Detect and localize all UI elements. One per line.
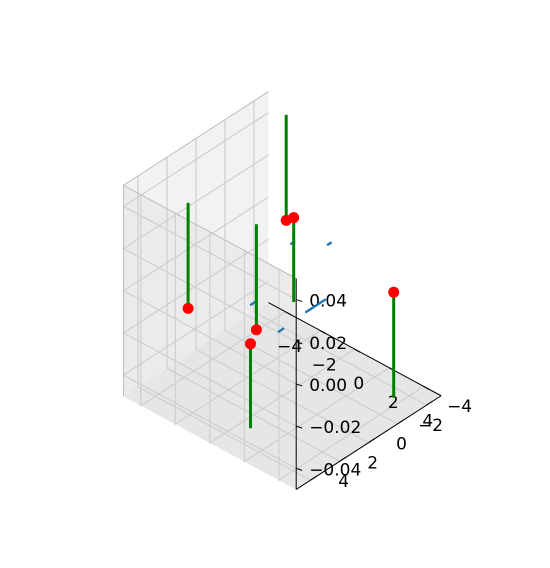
gridline-x xyxy=(140,194,287,407)
gridline-y xyxy=(195,138,369,444)
axis-lines xyxy=(122,91,442,490)
gridline-x xyxy=(209,231,356,445)
x-tick-label: −4 xyxy=(277,337,302,357)
y-tick-label: 2 xyxy=(367,453,378,473)
y-tick xyxy=(426,400,433,406)
gridline-x xyxy=(278,269,425,482)
data-point xyxy=(280,214,292,226)
z-tick-label: 0.02 xyxy=(309,334,347,354)
y-tick-label: −4 xyxy=(447,397,472,417)
gridline-y xyxy=(253,100,427,406)
gridline-x xyxy=(174,213,321,426)
z-tick xyxy=(296,467,303,471)
tangent-segment xyxy=(304,298,327,314)
tangent-segment xyxy=(249,300,257,306)
x-tick-label: 4 xyxy=(422,411,433,431)
z-tick xyxy=(296,425,303,429)
gridline-y xyxy=(137,175,311,481)
tangent-segment xyxy=(326,241,332,246)
data-marks xyxy=(182,114,400,429)
gridline-y xyxy=(166,157,340,462)
data-point xyxy=(182,302,194,314)
data-point xyxy=(388,286,400,298)
y-tick xyxy=(397,419,404,425)
z-tick-label: −0.02 xyxy=(309,418,361,438)
y-tick-label: 4 xyxy=(338,472,349,492)
x-tick-label: −2 xyxy=(312,356,337,376)
y-tick xyxy=(310,475,317,481)
z-tick xyxy=(296,383,303,387)
z-tick xyxy=(296,341,303,345)
y-tick xyxy=(368,438,375,444)
data-point xyxy=(245,338,256,350)
y-tick xyxy=(339,456,346,462)
data-point xyxy=(250,324,262,336)
z-tick-label: −0.04 xyxy=(309,460,361,480)
gridline-x xyxy=(243,250,390,463)
z-tick-label: 0.00 xyxy=(309,376,347,396)
x-tick xyxy=(319,330,326,334)
x-tick-label: 0 xyxy=(353,374,364,394)
y-tick-label: 0 xyxy=(396,435,407,455)
x-tick xyxy=(354,348,361,353)
y-tick-label: −2 xyxy=(418,416,443,436)
z-tick xyxy=(296,299,303,303)
z-tick-label: 0.04 xyxy=(309,292,347,312)
grid-lines xyxy=(122,100,427,482)
gridline-y xyxy=(224,119,398,425)
x-tick xyxy=(423,386,430,390)
tangent-segment xyxy=(277,327,285,333)
x-tick-label: 2 xyxy=(388,393,399,413)
x-tick xyxy=(285,311,291,316)
